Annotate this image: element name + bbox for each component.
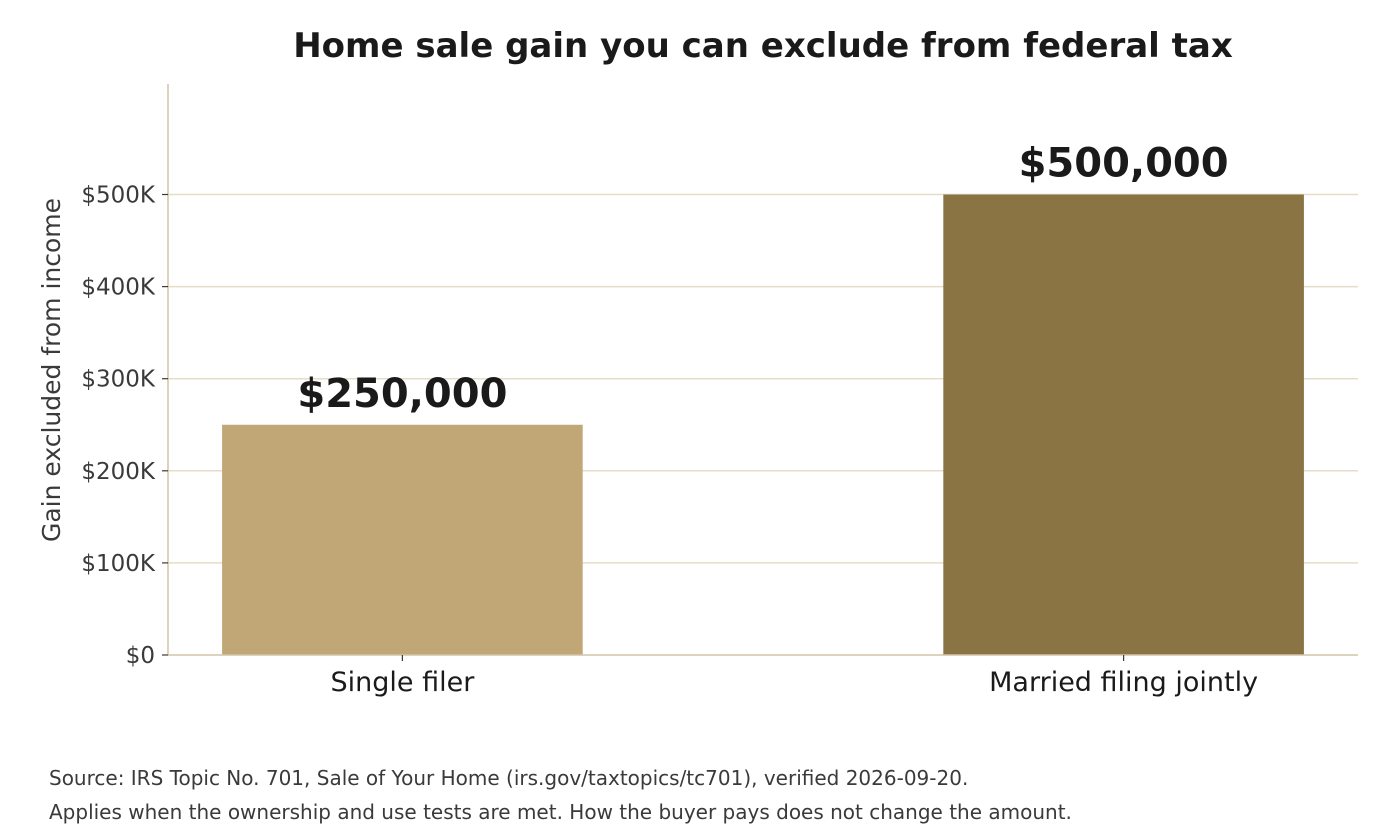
x-axis-ticks: Single filer Married filing jointly <box>330 655 1258 698</box>
data-label: $250,000 <box>297 371 507 417</box>
footnote-conditions: Applies when the ownership and use tests… <box>49 800 1072 824</box>
bars <box>222 194 1304 656</box>
y-axis-label: Gain excluded from income <box>37 198 66 542</box>
chart-title: Home sale gain you can exclude from fede… <box>293 26 1233 66</box>
y-tick-label: $400K <box>81 275 156 301</box>
y-axis-ticks: $0 $100K $200K $300K $400K $500K <box>81 183 168 669</box>
y-tick-label: $100K <box>81 551 156 577</box>
axes <box>167 84 1358 656</box>
bar-single-filer <box>222 424 583 655</box>
y-tick-label: $0 <box>126 643 155 669</box>
bar-married-filing-jointly <box>943 194 1304 656</box>
x-tick-label: Single filer <box>330 667 475 698</box>
data-labels: $250,000 $500,000 <box>297 141 1228 417</box>
y-tick-label: $300K <box>81 367 156 393</box>
y-tick-label: $500K <box>81 183 156 209</box>
y-tick-label: $200K <box>81 459 156 485</box>
x-tick-label: Married filing jointly <box>989 667 1258 698</box>
footnote-source: Source: IRS Topic No. 701, Sale of Your … <box>49 766 968 790</box>
data-label: $500,000 <box>1019 141 1229 187</box>
